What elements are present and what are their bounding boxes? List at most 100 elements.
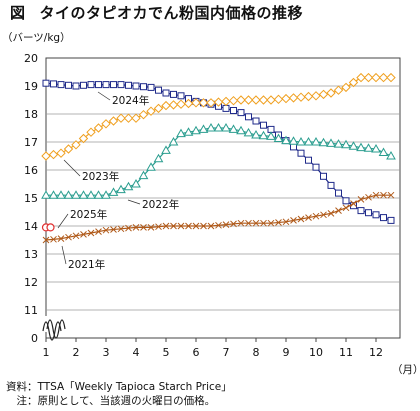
point-2022-9-0 (176, 128, 186, 138)
point-2022-18-1 (318, 137, 329, 147)
point-2024-1-1 (65, 81, 72, 89)
point-2024-3-0 (87, 81, 95, 89)
point-2021-2-0 (72, 232, 80, 240)
y-tick-20: 20 (24, 52, 38, 65)
point-2024-4-1 (110, 81, 117, 89)
point-2022-11-0 (206, 122, 216, 132)
point-2023-12-0 (221, 96, 231, 107)
point-2021-1-1 (65, 233, 72, 241)
point-2021-8-0 (162, 222, 170, 230)
point-2023-20-0 (341, 82, 351, 93)
point-2022-0-0 (41, 190, 51, 199)
point-2021-13-1 (245, 219, 252, 227)
point-2023-1-1 (63, 144, 74, 154)
x-tick-11: 11 (339, 346, 353, 359)
series-label-2023: 2023年 (82, 170, 119, 183)
point-2024-19-1 (335, 189, 342, 197)
point-2023-15-1 (273, 94, 284, 105)
x-tick-4: 4 (133, 346, 140, 359)
point-2024-1-0 (57, 81, 65, 89)
point-2025-last (46, 223, 55, 232)
point-2022-11-1 (213, 122, 224, 132)
point-2021-6-1 (140, 224, 147, 231)
point-2023-3-0 (86, 127, 96, 137)
point-2023-7-1 (153, 103, 164, 114)
point-2023-11-1 (213, 97, 224, 107)
point-2022-15-0 (266, 131, 276, 140)
point-2023-19-0 (326, 88, 336, 98)
point-2022-1-0 (56, 190, 66, 199)
point-2021-3-1 (95, 228, 102, 235)
point-2022-19-0 (326, 138, 336, 147)
y-tick-19: 19 (24, 80, 38, 93)
y-axis-unit-label: （バーツ/kg） (2, 32, 71, 44)
leader-line-2025 (57, 213, 69, 229)
point-2023-6-0 (131, 113, 141, 123)
point-2022-12-1 (228, 124, 239, 133)
point-2023-10-1 (198, 98, 209, 108)
point-2022-12-0 (221, 122, 231, 132)
point-2022-14-0 (251, 129, 261, 139)
point-2023-9-1 (183, 98, 194, 109)
point-2021-2-1 (80, 231, 87, 238)
point-2022-13-1 (243, 127, 254, 137)
leader-line-2022 (127, 199, 141, 205)
point-2023-8-1 (168, 100, 179, 110)
point-2021-19-1 (335, 207, 342, 214)
point-2023-4-0 (101, 119, 111, 129)
point-2024-20-0 (342, 197, 350, 205)
point-2024-8-1 (170, 90, 177, 98)
point-2024-6-0 (132, 82, 140, 90)
point-2021-10-0 (192, 222, 200, 230)
point-2021-8-1 (170, 222, 177, 230)
point-2021-14-0 (252, 219, 260, 227)
y-tick-12: 12 (24, 276, 38, 289)
point-2023-0-0 (41, 151, 51, 161)
point-2022-18-0 (311, 136, 321, 146)
point-2023-22-1 (378, 72, 389, 83)
point-2024-2-0 (72, 82, 80, 90)
point-2023-8-0 (161, 100, 171, 111)
point-2021-10-1 (200, 222, 207, 230)
point-2022-2-0 (71, 190, 81, 199)
point-2022-4-0 (101, 190, 111, 199)
point-2023-12-1 (228, 95, 239, 106)
x-tick-9: 9 (283, 346, 290, 359)
x-tick-12: 12 (369, 346, 383, 359)
point-2021-15-0 (267, 219, 275, 227)
point-2022-6-1 (138, 170, 149, 180)
point-2021-12-0 (222, 221, 230, 228)
x-tick-6: 6 (193, 346, 200, 359)
point-2022-17-0 (296, 136, 306, 146)
point-2021-17-0 (297, 215, 305, 223)
point-2023-6-1 (138, 109, 149, 120)
point-2024-3-1 (95, 81, 102, 89)
y-tick-16: 16 (24, 164, 38, 177)
point-2023-7-0 (146, 106, 156, 116)
point-2021-9-0 (177, 222, 185, 230)
chart-title: 図タイのタピオカでん粉国内価格の推移 (10, 2, 303, 23)
x-tick-2: 2 (73, 346, 80, 359)
leader-line-2024 (97, 91, 111, 101)
point-2024-last (387, 216, 395, 224)
point-2023-21-1 (363, 72, 374, 83)
point-2022-14-1 (258, 130, 269, 140)
point-2023-15-0 (266, 95, 276, 105)
point-2023-18-1 (318, 89, 329, 100)
point-2023-16-1 (288, 93, 299, 103)
x-tick-1: 1 (43, 346, 50, 359)
y-tick-18: 18 (24, 108, 38, 121)
y-tick-0: 0 (31, 332, 38, 345)
point-2024-12-0 (222, 104, 230, 112)
point-2024-17-0 (297, 149, 305, 157)
point-2023-17-0 (296, 92, 306, 102)
title-text: タイのタピオカでん粉国内価格の推移 (39, 4, 304, 22)
point-2022-16-0 (281, 135, 291, 145)
point-2024-21-1 (365, 209, 372, 217)
x-tick-3: 3 (103, 346, 110, 359)
point-2021-16-0 (282, 218, 290, 226)
point-2022-22-0 (371, 143, 381, 153)
point-2021-12-1 (230, 220, 237, 228)
point-2022-20-0 (341, 139, 351, 149)
